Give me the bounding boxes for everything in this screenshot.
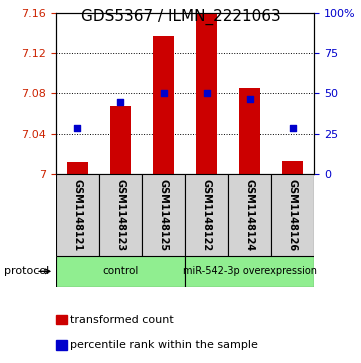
Bar [239, 89, 260, 174]
Text: percentile rank within the sample: percentile rank within the sample [70, 340, 258, 350]
Point [204, 91, 209, 97]
Point [290, 125, 295, 131]
FancyBboxPatch shape [228, 174, 271, 256]
Text: control: control [102, 266, 139, 276]
Point [118, 99, 123, 105]
FancyBboxPatch shape [56, 174, 99, 256]
Text: GSM1148121: GSM1148121 [73, 179, 82, 251]
Bar [56, 340, 67, 350]
Text: miR-542-3p overexpression: miR-542-3p overexpression [183, 266, 317, 276]
Bar [153, 36, 174, 174]
FancyBboxPatch shape [99, 174, 142, 256]
Text: GSM1148124: GSM1148124 [244, 179, 255, 251]
FancyBboxPatch shape [142, 174, 185, 256]
Point [161, 91, 166, 97]
Point [75, 125, 81, 131]
Text: GSM1148122: GSM1148122 [201, 179, 212, 251]
FancyBboxPatch shape [185, 174, 228, 256]
Bar [282, 161, 303, 174]
Text: GSM1148123: GSM1148123 [116, 179, 126, 251]
Text: GSM1148125: GSM1148125 [158, 179, 169, 251]
Bar [196, 13, 217, 174]
Bar [110, 106, 131, 174]
Text: protocol: protocol [4, 266, 49, 276]
FancyBboxPatch shape [271, 174, 314, 256]
Text: GSM1148126: GSM1148126 [288, 179, 297, 251]
FancyBboxPatch shape [56, 256, 185, 287]
Point [247, 95, 252, 101]
FancyBboxPatch shape [185, 256, 314, 287]
Bar [67, 162, 88, 174]
Text: GDS5367 / ILMN_2221063: GDS5367 / ILMN_2221063 [81, 9, 280, 25]
Bar [56, 315, 67, 324]
Text: transformed count: transformed count [70, 315, 174, 325]
